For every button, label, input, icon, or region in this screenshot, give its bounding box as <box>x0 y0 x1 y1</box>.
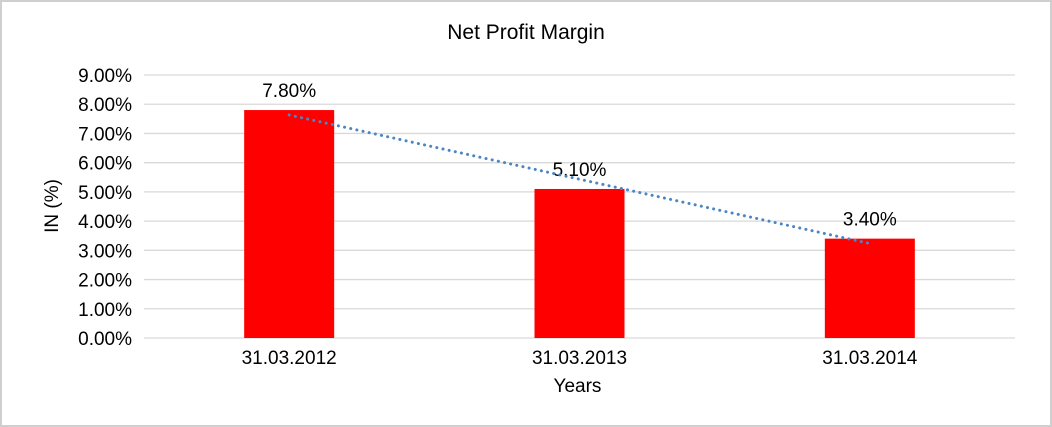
y-tick-label: 8.00% <box>78 95 132 116</box>
data-label: 3.40% <box>843 210 897 231</box>
y-tick-label: 0.00% <box>78 329 132 350</box>
data-label: 5.10% <box>553 160 607 181</box>
y-tick-label: 4.00% <box>78 212 132 233</box>
trendline <box>287 113 872 246</box>
category-label: 31.03.2014 <box>822 348 918 369</box>
x-axis-title: Years <box>553 376 602 397</box>
bar-31.03.2012 <box>244 110 335 338</box>
chart-title: Net Profit Margin <box>447 21 605 44</box>
y-tick-label: 5.00% <box>78 183 132 204</box>
bar-31.03.2014 <box>824 238 915 338</box>
data-label: 7.80% <box>262 81 316 102</box>
y-tick-label: 1.00% <box>78 300 132 321</box>
y-tick-label: 7.00% <box>78 124 132 145</box>
category-label: 31.03.2013 <box>532 348 627 369</box>
y-tick-label: 9.00% <box>78 66 132 87</box>
y-tick-label: 3.00% <box>78 241 132 262</box>
y-tick-label: 2.00% <box>78 271 132 292</box>
y-tick-label: 6.00% <box>78 154 132 175</box>
category-label: 31.03.2012 <box>242 348 337 369</box>
y-axis-title: IN (%) <box>42 179 63 233</box>
bar-31.03.2013 <box>534 188 625 338</box>
